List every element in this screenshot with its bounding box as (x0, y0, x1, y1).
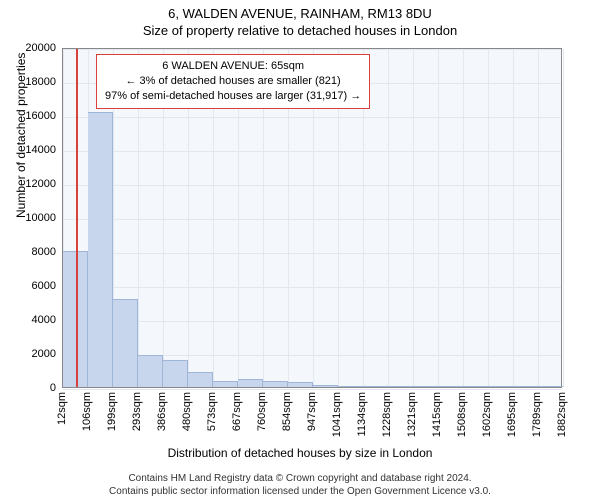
histogram-bar (288, 382, 313, 387)
x-tick-label: 199sqm (106, 392, 118, 431)
x-tick-label: 293sqm (131, 392, 143, 431)
x-tick-label: 1041sqm (331, 392, 343, 437)
x-tick-label: 1134sqm (356, 392, 368, 436)
y-tick-label: 10000 (25, 212, 56, 224)
x-tick-label: 1882sqm (556, 392, 568, 437)
histogram-bar (313, 385, 338, 387)
histogram-bar (88, 112, 113, 387)
x-tick-label: 106sqm (81, 392, 93, 431)
y-tick-label: 16000 (25, 110, 56, 122)
y-tick-label: 6000 (32, 280, 56, 292)
y-tick-label: 12000 (25, 178, 56, 190)
x-tick-label: 1228sqm (381, 392, 393, 437)
histogram-bar (463, 386, 488, 387)
x-tick-label: 854sqm (281, 392, 293, 431)
x-tick-label: 1508sqm (456, 392, 468, 437)
histogram-bar (513, 386, 538, 387)
x-tick-label: 1789sqm (531, 392, 543, 437)
histogram-bar (238, 379, 263, 388)
gridline-horizontal (63, 389, 561, 390)
histogram-bar (138, 355, 163, 387)
y-tick-label: 8000 (32, 246, 56, 258)
y-tick-label: 4000 (32, 314, 56, 326)
x-tick-label: 12sqm (56, 392, 68, 425)
y-tick-label: 18000 (25, 76, 56, 88)
histogram-bar (388, 386, 413, 387)
x-tick-label: 1602sqm (481, 392, 493, 437)
histogram-bar (488, 386, 513, 387)
footer-line-1: Contains HM Land Registry data © Crown c… (0, 473, 600, 486)
y-tick-label: 20000 (25, 42, 56, 54)
histogram-bar (213, 381, 238, 387)
y-tick-label: 2000 (32, 348, 56, 360)
y-tick-label: 14000 (25, 144, 56, 156)
histogram-bar (363, 386, 388, 387)
gridline-vertical (538, 49, 539, 387)
chart-subtitle: Size of property relative to detached ho… (0, 21, 600, 38)
x-tick-label: 667sqm (231, 392, 243, 431)
footer: Contains HM Land Registry data © Crown c… (0, 473, 600, 498)
gridline-vertical (438, 49, 439, 387)
histogram-bar (438, 386, 463, 387)
histogram-bar (163, 360, 188, 387)
gridline-vertical (463, 49, 464, 387)
histogram-bar (113, 299, 138, 387)
gridline-vertical (563, 49, 564, 387)
x-tick-label: 1695sqm (506, 392, 518, 437)
gridline-vertical (413, 49, 414, 387)
chart-container: 6, WALDEN AVENUE, RAINHAM, RM13 8DU Size… (0, 0, 600, 500)
x-tick-label: 760sqm (256, 392, 268, 431)
histogram-bar (188, 372, 213, 387)
x-tick-label: 480sqm (181, 392, 193, 431)
chart-title: 6, WALDEN AVENUE, RAINHAM, RM13 8DU (0, 0, 600, 21)
gridline-vertical (513, 49, 514, 387)
x-tick-label: 573sqm (206, 392, 218, 431)
histogram-bar (538, 386, 563, 387)
x-tick-label: 947sqm (306, 392, 318, 431)
gridline-vertical (488, 49, 489, 387)
property-marker-line (76, 49, 78, 387)
histogram-bar (263, 381, 288, 387)
annotation-line-1: 6 WALDEN AVENUE: 65sqm (105, 59, 361, 74)
annotation-line-2: ← 3% of detached houses are smaller (821… (105, 74, 361, 89)
annotation-box: 6 WALDEN AVENUE: 65sqm ← 3% of detached … (96, 54, 370, 109)
x-tick-label: 1415sqm (431, 392, 443, 437)
x-tick-label: 1321sqm (406, 392, 418, 437)
histogram-bar (413, 386, 438, 387)
x-tick-label: 386sqm (156, 392, 168, 431)
annotation-line-3: 97% of semi-detached houses are larger (… (105, 89, 361, 104)
footer-line-2: Contains public sector information licen… (0, 486, 600, 499)
gridline-vertical (388, 49, 389, 387)
histogram-bar (338, 386, 363, 387)
x-axis-label: Distribution of detached houses by size … (0, 446, 600, 460)
